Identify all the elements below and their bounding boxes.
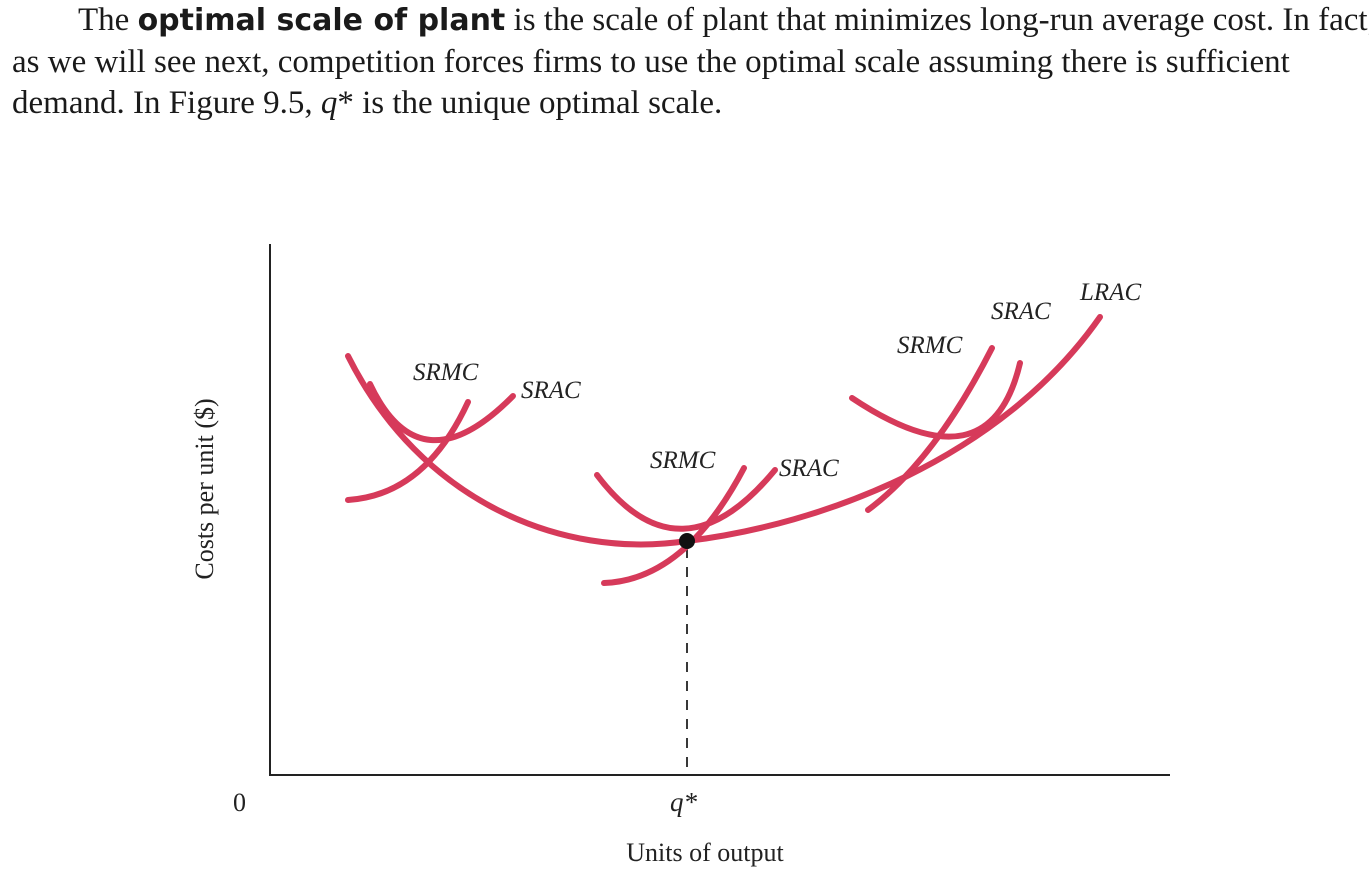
q-symbol: q: [320, 85, 338, 121]
y-axis-label: Costs per unit ($): [190, 398, 219, 579]
body-paragraph: The optimal scale of plant is the scale …: [12, 0, 1369, 125]
qstar-tick-label: q*: [670, 787, 698, 817]
paragraph-line-2: as we will see next, competition forces …: [12, 43, 1290, 80]
label-srac-mid: SRAC: [779, 455, 839, 482]
paragraph-line-1: The optimal scale of plant is the scale …: [78, 2, 1369, 38]
optimal-point: [679, 533, 695, 549]
origin-label: 0: [233, 788, 246, 817]
srmc-left-curve: [345, 399, 471, 503]
label-srmc-left: SRMC: [413, 359, 479, 386]
paragraph-line-3: demand. In Figure 9.5, q* is the unique …: [12, 85, 723, 121]
label-srmc-right: SRMC: [897, 332, 963, 359]
srmc-right-curve: [865, 345, 995, 513]
srmc-mid-curve: [601, 465, 747, 586]
label-srmc-mid: SRMC: [650, 447, 716, 474]
label-srac-left: SRAC: [521, 377, 581, 404]
srac-mid-curve: [594, 467, 778, 532]
label-lrac: LRAC: [1079, 279, 1141, 306]
srac-right-curve: [849, 360, 1023, 440]
term-optimal-scale: optimal scale of plant: [137, 3, 506, 38]
label-srac-right: SRAC: [991, 298, 1051, 325]
srac-left-curve: [367, 381, 516, 444]
x-axis-label: Units of output: [626, 838, 784, 867]
